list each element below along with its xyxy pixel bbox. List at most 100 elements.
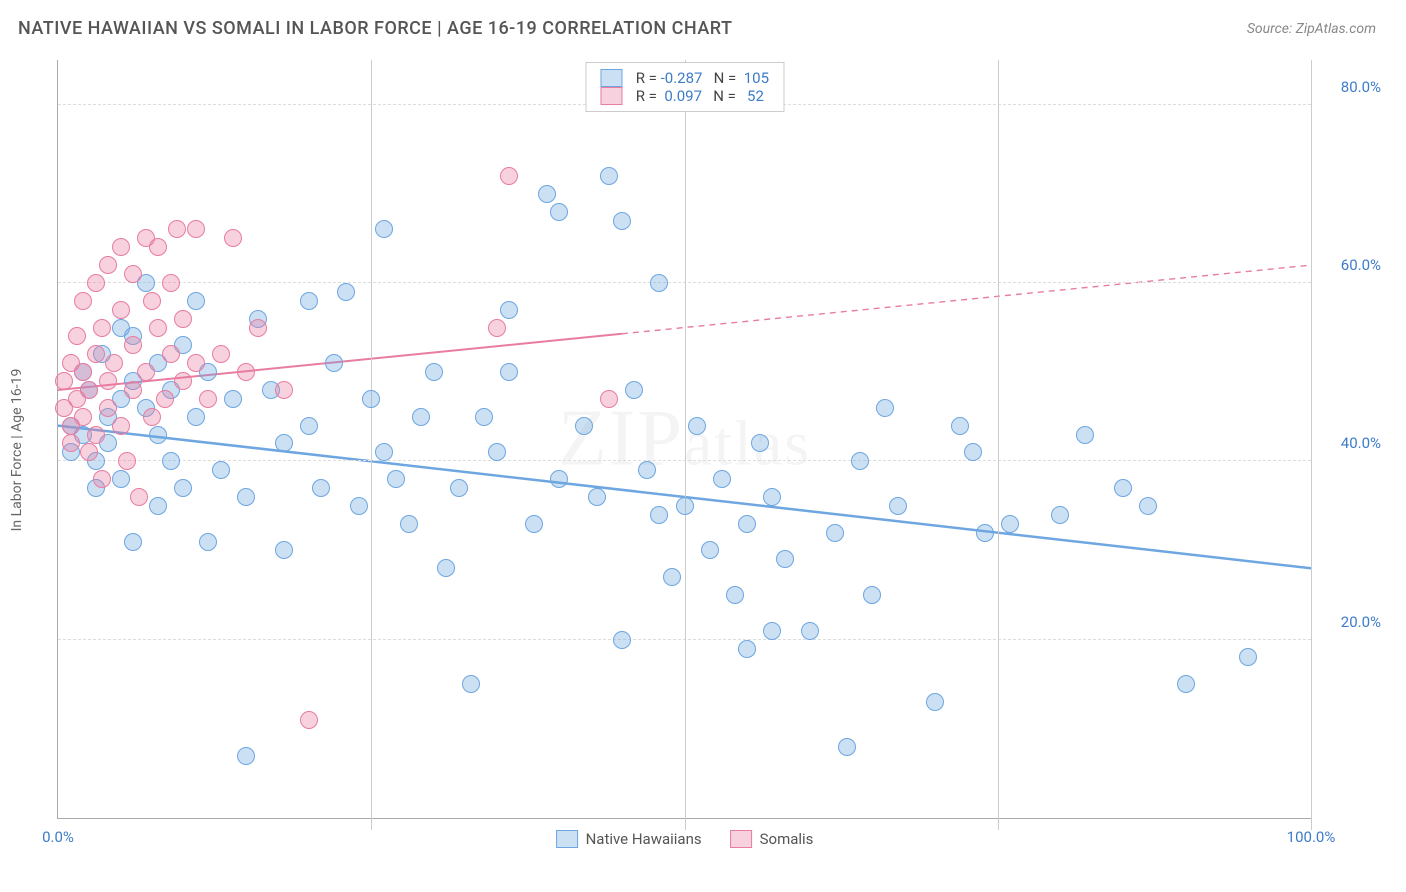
data-point	[275, 381, 293, 399]
legend-stats: R = -0.287 N = 105	[632, 69, 769, 87]
y-tick-label: 60.0%	[1321, 256, 1381, 274]
data-point	[462, 675, 480, 693]
data-point	[149, 426, 167, 444]
data-point	[162, 345, 180, 363]
data-point	[249, 319, 267, 337]
data-point	[300, 417, 318, 435]
data-point	[525, 515, 543, 533]
y-tick-label: 20.0%	[1321, 613, 1381, 631]
data-point	[1239, 648, 1257, 666]
data-point	[763, 622, 781, 640]
data-point	[1051, 506, 1069, 524]
data-point	[863, 586, 881, 604]
data-point	[425, 363, 443, 381]
data-point	[387, 470, 405, 488]
legend-item: Native Hawaiians	[556, 830, 702, 848]
data-point	[926, 693, 944, 711]
data-point	[80, 443, 98, 461]
data-point	[488, 443, 506, 461]
data-point	[74, 292, 92, 310]
legend-series-name: Somalis	[760, 830, 814, 848]
x-tick-label: 100.0%	[1287, 828, 1336, 846]
data-point	[801, 622, 819, 640]
data-point	[500, 301, 518, 319]
data-point	[1114, 479, 1132, 497]
data-point	[600, 390, 618, 408]
data-point	[149, 497, 167, 515]
data-point	[375, 443, 393, 461]
data-point	[688, 417, 706, 435]
data-point	[212, 461, 230, 479]
data-point	[550, 203, 568, 221]
data-point	[738, 515, 756, 533]
y-tick-label: 40.0%	[1321, 434, 1381, 452]
data-point	[550, 470, 568, 488]
data-point	[964, 443, 982, 461]
data-point	[751, 434, 769, 452]
data-point	[337, 283, 355, 301]
legend-stats: R = 0.097 N = 52	[632, 87, 764, 105]
data-point	[676, 497, 694, 515]
data-point	[55, 372, 73, 390]
data-point	[162, 274, 180, 292]
data-point	[613, 212, 631, 230]
gridline-v	[685, 60, 686, 830]
data-point	[638, 461, 656, 479]
data-point	[87, 345, 105, 363]
y-tick-label: 80.0%	[1321, 78, 1381, 96]
data-point	[80, 381, 98, 399]
data-point	[237, 747, 255, 765]
data-point	[412, 408, 430, 426]
data-point	[951, 417, 969, 435]
data-point	[156, 390, 174, 408]
data-point	[488, 319, 506, 337]
data-point	[87, 274, 105, 292]
data-point	[1076, 426, 1094, 444]
y-axis-label: In Labor Force | Age 16-19	[9, 368, 25, 531]
data-point	[588, 488, 606, 506]
data-point	[500, 167, 518, 185]
data-point	[99, 399, 117, 417]
legend-row: R = 0.097 N = 52	[600, 87, 769, 105]
data-point	[538, 185, 556, 203]
data-point	[889, 497, 907, 515]
data-point	[149, 319, 167, 337]
legend-swatch	[730, 830, 752, 848]
data-point	[437, 559, 455, 577]
data-point	[174, 372, 192, 390]
data-point	[143, 292, 161, 310]
data-point	[124, 381, 142, 399]
data-point	[137, 363, 155, 381]
legend-series-name: Native Hawaiians	[586, 830, 702, 848]
data-point	[650, 274, 668, 292]
data-point	[400, 515, 418, 533]
data-point	[199, 533, 217, 551]
data-point	[105, 354, 123, 372]
legend-item: Somalis	[730, 830, 814, 848]
data-point	[174, 310, 192, 328]
data-point	[99, 256, 117, 274]
data-point	[600, 167, 618, 185]
data-point	[713, 470, 731, 488]
data-point	[168, 220, 186, 238]
data-point	[300, 711, 318, 729]
data-point	[650, 506, 668, 524]
data-point	[362, 390, 380, 408]
data-point	[1001, 515, 1019, 533]
chart-area: In Labor Force | Age 16-19 ZIPatlas R = …	[45, 55, 1386, 844]
data-point	[99, 372, 117, 390]
data-point	[224, 229, 242, 247]
data-point	[124, 533, 142, 551]
data-point	[162, 452, 180, 470]
data-point	[62, 434, 80, 452]
legend-swatch	[556, 830, 578, 848]
data-point	[1177, 675, 1195, 693]
data-point	[187, 354, 205, 372]
data-point	[350, 497, 368, 515]
data-point	[74, 408, 92, 426]
data-point	[625, 381, 643, 399]
data-point	[663, 568, 681, 586]
data-point	[187, 220, 205, 238]
chart-title: NATIVE HAWAIIAN VS SOMALI IN LABOR FORCE…	[18, 18, 732, 39]
data-point	[275, 434, 293, 452]
